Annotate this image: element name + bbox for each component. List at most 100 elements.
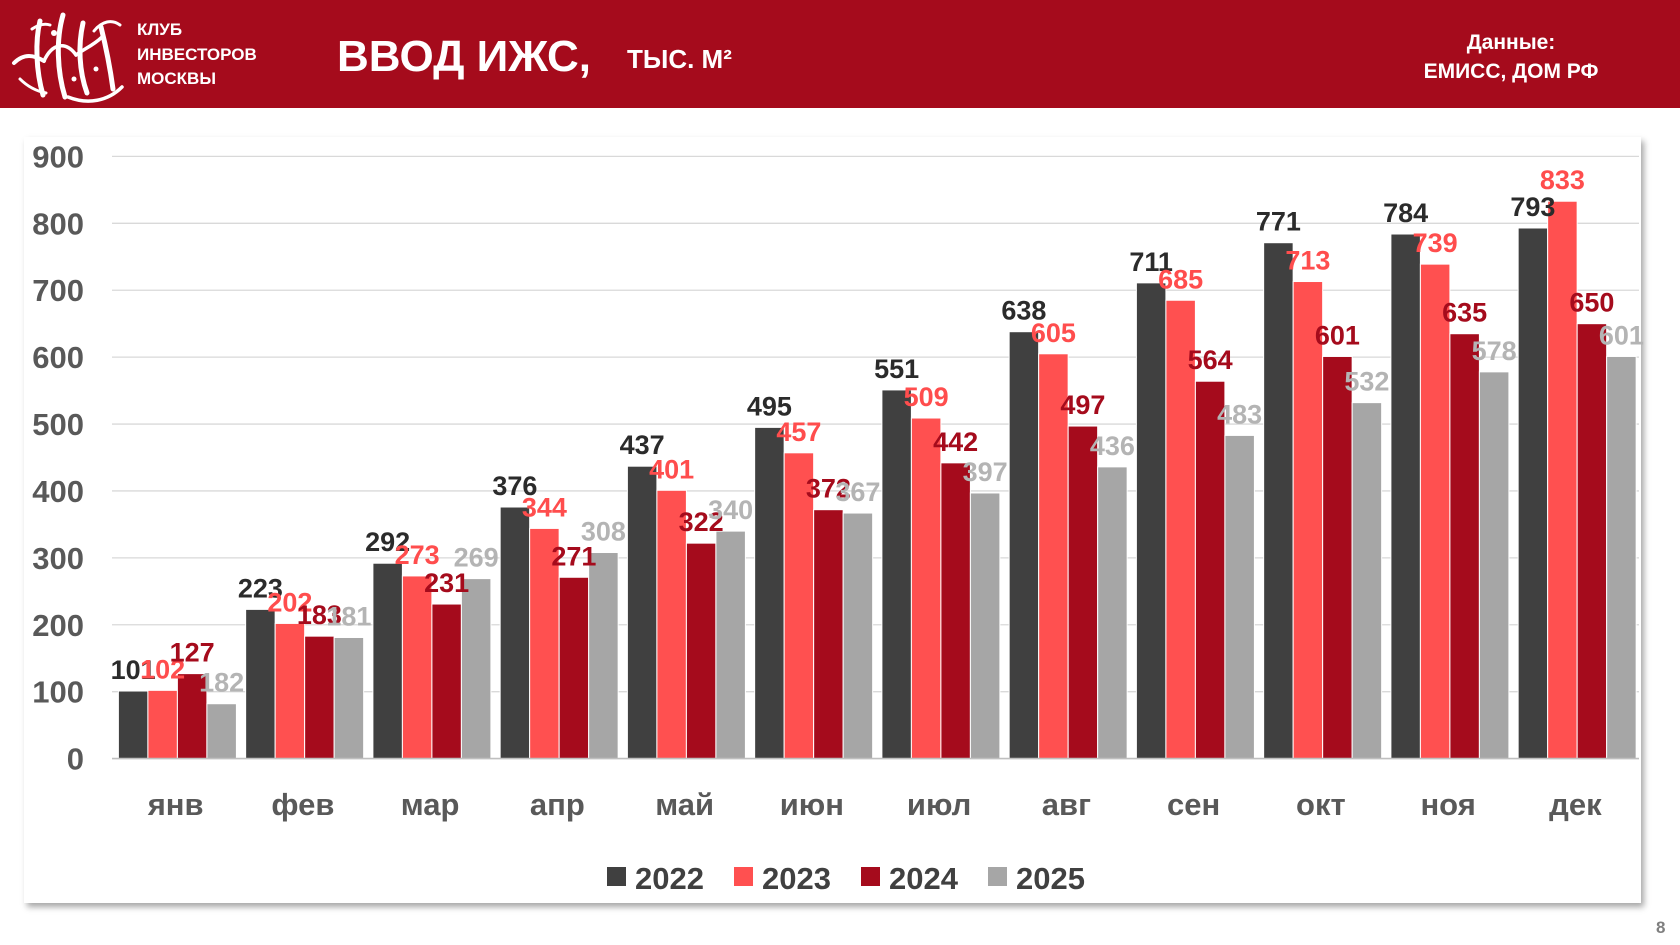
data-label-2023-5: 401	[649, 454, 694, 484]
x-tick-label: янв	[147, 787, 204, 822]
data-label-2025-5: 340	[708, 495, 753, 525]
x-tick-label: июн	[780, 787, 844, 822]
data-label-2025-10: 532	[1344, 367, 1389, 397]
legend-item-2022: 2022	[607, 861, 704, 896]
y-tick-label: 300	[32, 541, 84, 576]
legend-swatch	[988, 867, 1007, 886]
data-label-2025-9: 483	[1217, 399, 1262, 429]
data-label-2022-8: 638	[1001, 296, 1046, 326]
data-label-2022-4: 376	[492, 471, 537, 501]
bar-2025-12	[1606, 355, 1637, 760]
data-label-2025-11: 578	[1472, 336, 1517, 366]
data-label-2025-8: 436	[1090, 431, 1135, 461]
bar-2024-1	[176, 673, 208, 760]
legend-item-2023: 2023	[734, 861, 831, 896]
bar-2022-1	[117, 690, 149, 760]
data-label-2024-9: 564	[1188, 345, 1233, 375]
data-label-2025-3: 269	[454, 543, 499, 573]
page-title: ВВОД ИЖС,	[337, 32, 591, 81]
bar-2022-4	[499, 506, 531, 760]
legend: 2022 2023 2024 2025	[607, 861, 1085, 896]
bar-2025-2	[333, 636, 365, 760]
bar-2025-8	[1097, 466, 1128, 760]
bar-2024-7	[940, 462, 971, 760]
data-label-2022-6: 495	[747, 391, 792, 421]
data-label-2023-1: 102	[140, 654, 185, 684]
data-label-2023-3: 273	[395, 540, 440, 570]
data-label-2022-12: 793	[1510, 192, 1555, 222]
x-tick-label: ноя	[1420, 787, 1475, 822]
data-label-2022-10: 771	[1256, 207, 1301, 237]
bar-2022-3	[372, 562, 403, 760]
bar-2023-1	[147, 689, 178, 760]
data-label-2022-3: 292	[365, 527, 410, 557]
club-monogram-logo-icon	[12, 12, 124, 103]
source-label: Данные:	[1466, 31, 1556, 54]
bar-2025-9	[1224, 434, 1255, 760]
y-tick-label: 400	[32, 474, 84, 509]
unit-label: ТЫС. М²	[627, 44, 732, 74]
bar-2025-4	[588, 552, 619, 760]
bar-2023-9	[1165, 299, 1196, 760]
x-axis-labels: янв фев мар апр май июн июл авг сен окт ноя дек	[147, 787, 1602, 822]
x-tick-label: авг	[1042, 787, 1091, 822]
bar-2022-8	[1008, 331, 1040, 760]
legend-swatch	[861, 867, 880, 886]
bar-2024-12	[1576, 323, 1608, 760]
bar-2022-12	[1517, 227, 1549, 760]
club-name-line: МОСКВЫ	[137, 69, 216, 88]
data-label-2024-11: 635	[1442, 298, 1487, 328]
data-label-2024-1: 127	[170, 638, 215, 668]
bar-2023-2	[274, 622, 306, 760]
bar-2023-11	[1419, 263, 1451, 760]
x-tick-label: май	[655, 787, 714, 822]
bar-2022-11	[1390, 233, 1421, 760]
x-tick-label: окт	[1296, 787, 1346, 822]
x-tick-label: фев	[271, 787, 334, 822]
data-label-2025-2: 181	[326, 601, 371, 631]
gridlines	[112, 155, 1639, 693]
data-label-2022-9: 711	[1129, 247, 1173, 277]
club-name-line: ИНВЕСТОРОВ	[137, 44, 257, 64]
source-value: ЕМИСС, ДОМ РФ	[1423, 60, 1599, 83]
bar-2022-7	[881, 389, 912, 760]
data-label-2023-7: 509	[904, 382, 949, 412]
bar-2023-7	[910, 417, 942, 760]
bar-2024-8	[1067, 425, 1099, 760]
data-label-2025-7: 397	[963, 457, 1008, 487]
bar-2025-11	[1478, 371, 1510, 760]
x-tick-label: сен	[1167, 787, 1220, 822]
bar-2025-1	[206, 703, 237, 760]
data-label-2022-5: 437	[620, 430, 665, 460]
data-label-2023-8: 605	[1031, 318, 1076, 348]
data-label-2023-12: 833	[1540, 165, 1585, 195]
data-label-2022-1: 101	[111, 655, 156, 685]
x-tick-label: июл	[907, 787, 971, 822]
y-tick-label: 700	[32, 273, 84, 308]
data-label-2024-7: 442	[933, 427, 978, 457]
page-number: 8	[1656, 918, 1666, 937]
data-source: Данные: ЕМИСС, ДОМ РФ	[1401, 28, 1621, 86]
y-tick-label: 500	[32, 407, 84, 442]
data-label-2024-3: 231	[424, 568, 469, 598]
data-label-2024-10: 601	[1315, 320, 1360, 350]
bar-2022-5	[626, 465, 658, 760]
data-label-2023-6: 457	[776, 417, 821, 447]
y-tick-label: 0	[67, 742, 84, 777]
bar-2025-10	[1351, 402, 1383, 760]
legend-label: 2024	[889, 861, 959, 896]
data-label-2023-2: 202	[267, 587, 312, 617]
data-label-2024-6: 372	[806, 474, 851, 504]
legend-item-2024: 2024	[861, 861, 959, 896]
bar-2023-3	[401, 575, 433, 760]
data-label-2024-5: 322	[679, 507, 724, 537]
bar-2022-10	[1263, 242, 1294, 760]
data-label-2024-2: 183	[297, 600, 342, 630]
bar-2025-3	[460, 578, 492, 760]
bar-2024-10	[1322, 355, 1353, 760]
x-tick-label: мар	[401, 787, 460, 822]
y-tick-label: 800	[32, 206, 84, 241]
bar-2025-6	[842, 512, 874, 760]
y-tick-label: 200	[32, 608, 84, 643]
legend-swatch	[734, 867, 753, 886]
